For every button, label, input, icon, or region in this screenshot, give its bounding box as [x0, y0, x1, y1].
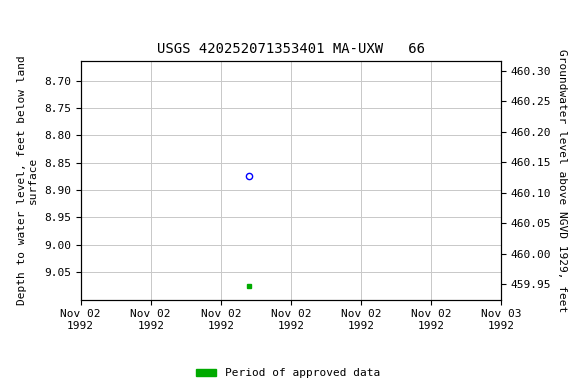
Legend: Period of approved data: Period of approved data	[196, 368, 380, 379]
Y-axis label: Depth to water level, feet below land
surface: Depth to water level, feet below land su…	[17, 56, 39, 305]
Y-axis label: Groundwater level above NGVD 1929, feet: Groundwater level above NGVD 1929, feet	[557, 49, 567, 312]
Title: USGS 420252071353401 MA-UXW   66: USGS 420252071353401 MA-UXW 66	[157, 42, 425, 56]
